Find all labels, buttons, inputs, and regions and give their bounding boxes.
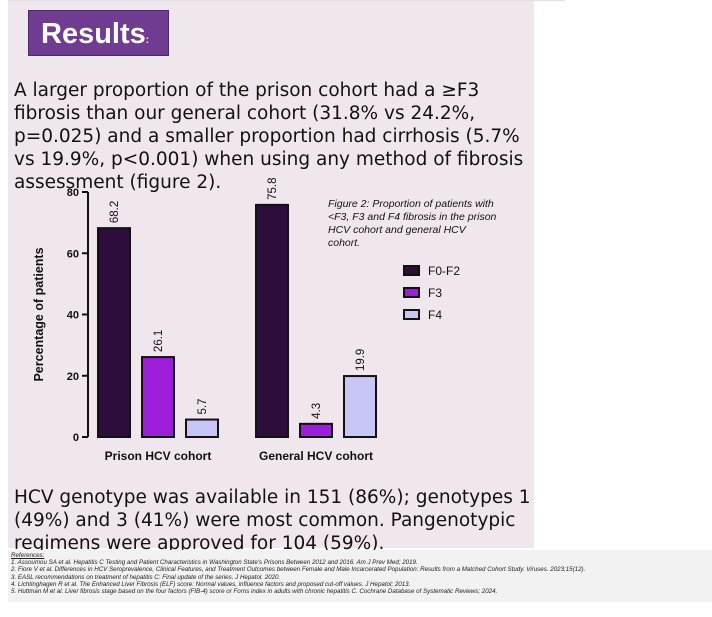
bar-value-label: 19.9 <box>355 349 367 371</box>
legend-label: F4 <box>428 308 442 322</box>
x-category-label: General HCV cohort <box>259 449 373 463</box>
y-axis-label: Percentage of patients <box>32 247 46 381</box>
legend-swatch <box>403 309 420 320</box>
y-tick-label: 40 <box>67 310 79 322</box>
reference-item: 3. EASL recommendations on treatment of … <box>11 573 281 581</box>
bar <box>185 418 219 438</box>
legend-swatch <box>403 287 420 298</box>
y-tick-label: 20 <box>67 371 79 383</box>
reference-item: 2. Fiore V et al. Differences in HCV Ser… <box>11 566 586 574</box>
bar-value-label: 68.2 <box>109 201 121 223</box>
bar <box>97 227 131 439</box>
y-tick-label: 60 <box>67 248 79 260</box>
reference-item: 5. Huttman M et al. Liver fibrosis stage… <box>11 588 498 596</box>
legend-swatch <box>403 265 420 276</box>
results-heading-suffix: : <box>145 35 150 46</box>
results-heading-text: Results <box>41 18 146 50</box>
legend-label: F0-F2 <box>428 264 460 278</box>
legend-label: F3 <box>428 286 442 300</box>
x-category-label: Prison HCV cohort <box>105 449 212 463</box>
reference-item: 4. Lichtinghagen R et al. The Enhanced L… <box>11 580 411 588</box>
genotype-paragraph: HCV genotype was available in 151 (86%);… <box>14 487 531 554</box>
fibrosis-bar-chart: 0 20 40 60 80 Percentage of patients 68.2 26.1 5… <box>32 177 460 463</box>
bar <box>255 203 289 438</box>
bar <box>141 356 175 439</box>
references-heading: References: <box>11 552 45 559</box>
top-divider <box>8 0 565 1</box>
bar-value-label: 5.7 <box>197 399 209 415</box>
figure-caption: Figure 2: Proportion of patients with <F… <box>328 198 497 249</box>
reference-item: 1. Assoumou SA et al. Hepatitis C Testin… <box>11 559 418 567</box>
y-tick-label: 0 <box>73 432 79 444</box>
bar <box>299 422 333 439</box>
references-section: References: 1. Assoumou SA et al. Hepati… <box>8 550 712 602</box>
results-heading: Results: <box>28 10 169 56</box>
bar <box>343 375 377 438</box>
fibrosis-paragraph: A larger proportion of the prison cohort… <box>14 80 524 193</box>
bar-value-label: 4.3 <box>311 403 323 419</box>
bar-value-label: 75.8 <box>267 177 279 199</box>
y-tick-label: 80 <box>67 187 79 199</box>
bar-value-label: 26.1 <box>153 330 165 352</box>
